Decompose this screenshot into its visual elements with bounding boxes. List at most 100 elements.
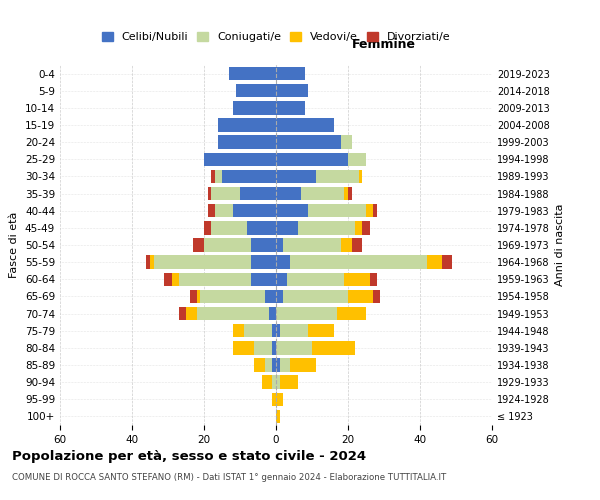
Bar	[276, 256, 290, 269]
Bar	[373, 290, 380, 303]
Bar	[348, 290, 373, 303]
Bar	[276, 290, 283, 303]
Bar	[211, 221, 247, 234]
Bar	[362, 221, 370, 234]
Bar	[272, 392, 276, 406]
Bar	[233, 324, 244, 338]
Bar	[208, 187, 211, 200]
Bar	[254, 358, 265, 372]
Bar	[222, 170, 276, 183]
Bar	[276, 324, 280, 338]
Bar	[276, 272, 287, 286]
Bar	[208, 204, 215, 218]
Bar	[251, 272, 276, 286]
Bar	[186, 307, 197, 320]
Bar	[218, 118, 276, 132]
Text: Femmine: Femmine	[352, 38, 416, 51]
Bar	[204, 221, 211, 234]
Bar	[298, 221, 355, 234]
Bar	[348, 152, 366, 166]
Bar	[276, 170, 316, 183]
Bar	[233, 101, 276, 114]
Bar	[442, 256, 452, 269]
Bar	[359, 170, 362, 183]
Bar	[179, 272, 251, 286]
Bar	[276, 221, 298, 234]
Bar	[204, 152, 276, 166]
Bar	[373, 204, 377, 218]
Bar	[254, 341, 272, 354]
Bar	[233, 341, 254, 354]
Bar	[269, 307, 276, 320]
Bar	[355, 221, 362, 234]
Bar	[341, 238, 352, 252]
Bar	[146, 256, 150, 269]
Bar	[276, 376, 280, 389]
Bar	[272, 358, 276, 372]
Bar	[312, 341, 355, 354]
Bar	[280, 376, 298, 389]
Bar	[276, 101, 305, 114]
Bar	[341, 136, 352, 149]
Bar	[233, 204, 276, 218]
Bar	[276, 118, 334, 132]
Bar	[150, 256, 154, 269]
Text: COMUNE DI ROCCA SANTO STEFANO (RM) - Dati ISTAT 1° gennaio 2024 - Elaborazione T: COMUNE DI ROCCA SANTO STEFANO (RM) - Dat…	[12, 472, 446, 482]
Legend: Celibi/Nubili, Coniugati/e, Vedovi/e, Divorziati/e: Celibi/Nubili, Coniugati/e, Vedovi/e, Di…	[97, 28, 455, 46]
Bar	[276, 410, 280, 423]
Bar	[352, 238, 362, 252]
Bar	[280, 358, 290, 372]
Bar	[262, 376, 272, 389]
Bar	[344, 272, 370, 286]
Bar	[190, 290, 197, 303]
Bar	[154, 256, 251, 269]
Bar	[193, 238, 204, 252]
Bar	[283, 238, 341, 252]
Bar	[272, 341, 276, 354]
Bar	[272, 376, 276, 389]
Bar	[276, 67, 305, 80]
Bar	[204, 238, 251, 252]
Bar	[179, 307, 186, 320]
Bar	[229, 67, 276, 80]
Y-axis label: Anni di nascita: Anni di nascita	[555, 204, 565, 286]
Bar	[265, 358, 272, 372]
Bar	[370, 272, 377, 286]
Bar	[301, 187, 344, 200]
Bar	[276, 152, 348, 166]
Text: Popolazione per età, sesso e stato civile - 2024: Popolazione per età, sesso e stato civil…	[12, 450, 366, 463]
Bar	[427, 256, 442, 269]
Bar	[366, 204, 373, 218]
Bar	[272, 324, 276, 338]
Bar	[344, 187, 348, 200]
Bar	[215, 170, 222, 183]
Bar	[280, 324, 308, 338]
Bar	[276, 392, 283, 406]
Bar	[308, 204, 366, 218]
Bar	[276, 358, 280, 372]
Bar	[290, 256, 427, 269]
Bar	[200, 290, 265, 303]
Bar	[276, 341, 312, 354]
Bar	[251, 238, 276, 252]
Bar	[244, 324, 272, 338]
Bar	[316, 170, 359, 183]
Bar	[211, 187, 240, 200]
Bar	[211, 170, 215, 183]
Bar	[348, 187, 352, 200]
Bar	[215, 204, 233, 218]
Bar	[240, 187, 276, 200]
Bar	[276, 84, 308, 98]
Bar	[265, 290, 276, 303]
Bar	[172, 272, 179, 286]
Bar	[197, 290, 200, 303]
Bar	[276, 204, 308, 218]
Bar	[276, 136, 341, 149]
Bar	[236, 84, 276, 98]
Bar	[283, 290, 348, 303]
Bar	[164, 272, 172, 286]
Bar	[276, 187, 301, 200]
Bar	[290, 358, 316, 372]
Y-axis label: Fasce di età: Fasce di età	[10, 212, 19, 278]
Bar	[287, 272, 344, 286]
